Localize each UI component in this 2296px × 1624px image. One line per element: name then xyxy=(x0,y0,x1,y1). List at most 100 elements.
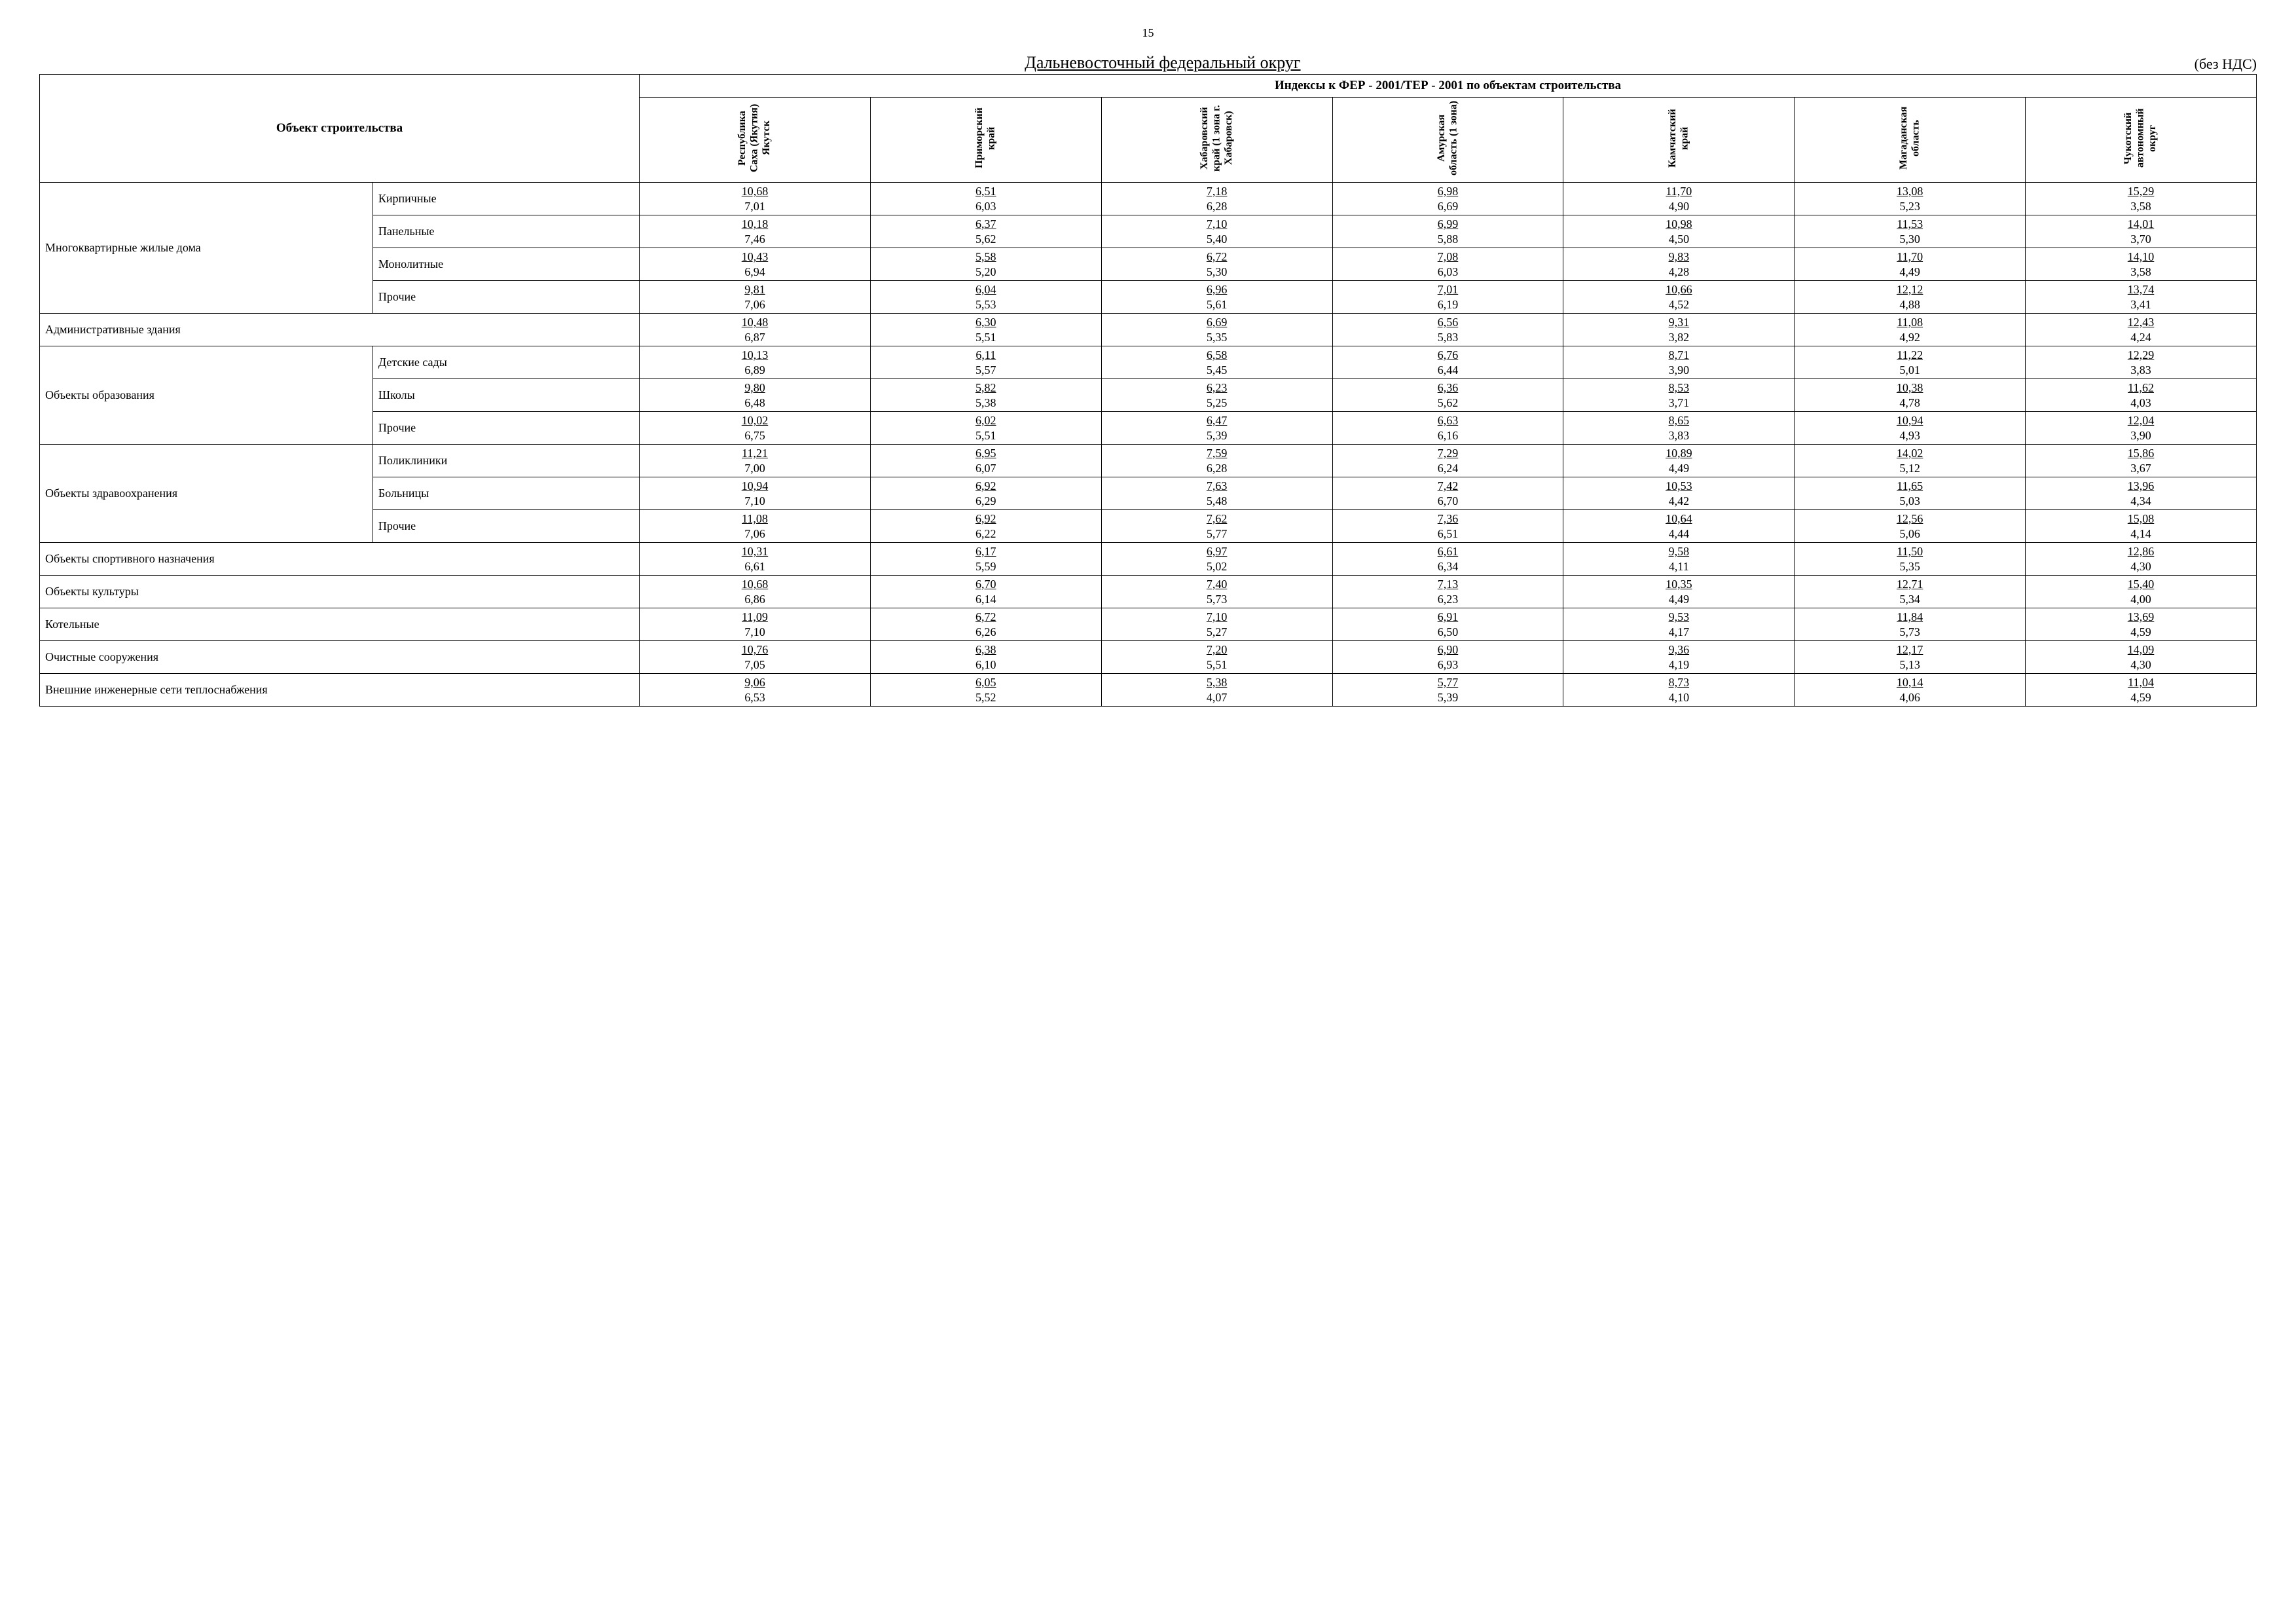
value-cell: 9,364,19 xyxy=(1563,641,1795,674)
value-cell: 10,316,61 xyxy=(640,543,871,576)
value-cell: 6,706,14 xyxy=(870,576,1101,608)
table-body: Многоквартирные жилые домаКирпичные10,68… xyxy=(40,183,2257,707)
subcategory-cell: Прочие xyxy=(373,281,639,314)
value-cell: 8,713,90 xyxy=(1563,346,1795,379)
table-row: Внешние инженерные сети теплоснабжения9,… xyxy=(40,674,2257,707)
value-cell: 11,535,30 xyxy=(1795,215,2026,248)
col-region-2: Хабаровский край (1 зона г. Хабаровск) xyxy=(1101,98,1332,183)
value-cell: 15,084,14 xyxy=(2026,510,2257,543)
table-row: Объекты здравоохраненияПоликлиники11,217… xyxy=(40,445,2257,477)
value-cell: 8,653,83 xyxy=(1563,412,1795,445)
page-title: Дальневосточный федеральный округ xyxy=(39,53,2195,73)
category-cell: Объекты спортивного назначения xyxy=(40,543,640,576)
subcategory-cell: Кирпичные xyxy=(373,183,639,215)
category-cell: Объекты культуры xyxy=(40,576,640,608)
value-cell: 10,894,49 xyxy=(1563,445,1795,477)
value-cell: 7,105,40 xyxy=(1101,215,1332,248)
value-cell: 10,187,46 xyxy=(640,215,871,248)
value-cell: 7,625,77 xyxy=(1101,510,1332,543)
value-cell: 9,534,17 xyxy=(1563,608,1795,641)
value-cell: 6,616,34 xyxy=(1332,543,1563,576)
value-cell: 10,644,44 xyxy=(1563,510,1795,543)
category-cell: Многоквартирные жилые дома xyxy=(40,183,373,314)
value-cell: 11,084,92 xyxy=(1795,314,2026,346)
value-cell: 7,105,27 xyxy=(1101,608,1332,641)
category-cell: Котельные xyxy=(40,608,640,641)
value-cell: 10,486,87 xyxy=(640,314,871,346)
table-head: Объект строительства Индексы к ФЕР - 200… xyxy=(40,75,2257,183)
value-cell: 5,585,20 xyxy=(870,248,1101,281)
value-cell: 9,806,48 xyxy=(640,379,871,412)
value-cell: 11,225,01 xyxy=(1795,346,2026,379)
category-cell: Внешние инженерные сети теплоснабжения xyxy=(40,674,640,707)
value-cell: 5,775,39 xyxy=(1332,674,1563,707)
value-cell: 7,186,28 xyxy=(1101,183,1332,215)
value-cell: 10,947,10 xyxy=(640,477,871,510)
category-cell: Очистные сооружения xyxy=(40,641,640,674)
value-cell: 11,655,03 xyxy=(1795,477,2026,510)
value-cell: 6,695,35 xyxy=(1101,314,1332,346)
value-cell: 6,965,61 xyxy=(1101,281,1332,314)
value-cell: 14,013,70 xyxy=(2026,215,2257,248)
value-cell: 9,584,11 xyxy=(1563,543,1795,576)
value-cell: 9,817,06 xyxy=(640,281,871,314)
category-cell: Административные здания xyxy=(40,314,640,346)
value-cell: 10,686,86 xyxy=(640,576,871,608)
value-cell: 10,534,42 xyxy=(1563,477,1795,510)
value-cell: 11,087,06 xyxy=(640,510,871,543)
value-cell: 7,136,23 xyxy=(1332,576,1563,608)
col-region-1: Приморский край xyxy=(870,98,1101,183)
value-cell: 7,426,70 xyxy=(1332,477,1563,510)
value-cell: 10,136,89 xyxy=(640,346,871,379)
table-row: Очистные сооружения10,767,056,386,107,20… xyxy=(40,641,2257,674)
subcategory-cell: Больницы xyxy=(373,477,639,510)
value-cell: 12,124,88 xyxy=(1795,281,2026,314)
value-cell: 6,725,30 xyxy=(1101,248,1332,281)
value-cell: 6,906,93 xyxy=(1332,641,1563,674)
value-cell: 6,375,62 xyxy=(870,215,1101,248)
title-row: Дальневосточный федеральный округ (без Н… xyxy=(39,53,2257,73)
value-cell: 13,964,34 xyxy=(2026,477,2257,510)
value-cell: 6,115,57 xyxy=(870,346,1101,379)
vat-note: (без НДС) xyxy=(2195,56,2257,73)
value-cell: 14,094,30 xyxy=(2026,641,2257,674)
value-cell: 7,086,03 xyxy=(1332,248,1563,281)
value-cell: 14,025,12 xyxy=(1795,445,2026,477)
value-cell: 10,664,52 xyxy=(1563,281,1795,314)
col-region-6: Чукотский автономный округ xyxy=(2026,98,2257,183)
subcategory-cell: Детские сады xyxy=(373,346,639,379)
value-cell: 6,025,51 xyxy=(870,412,1101,445)
value-cell: 6,565,83 xyxy=(1332,314,1563,346)
value-cell: 10,944,93 xyxy=(1795,412,2026,445)
value-cell: 10,354,49 xyxy=(1563,576,1795,608)
value-cell: 11,217,00 xyxy=(640,445,871,477)
col-super: Индексы к ФЕР - 2001/ТЕР - 2001 по объек… xyxy=(640,75,2257,98)
value-cell: 10,436,94 xyxy=(640,248,871,281)
value-cell: 15,404,00 xyxy=(2026,576,2257,608)
value-cell: 13,743,41 xyxy=(2026,281,2257,314)
value-cell: 5,825,38 xyxy=(870,379,1101,412)
value-cell: 9,313,82 xyxy=(1563,314,1795,346)
value-cell: 10,144,06 xyxy=(1795,674,2026,707)
value-cell: 8,734,10 xyxy=(1563,674,1795,707)
value-cell: 15,863,67 xyxy=(2026,445,2257,477)
category-cell: Объекты здравоохранения xyxy=(40,445,373,543)
value-cell: 11,097,10 xyxy=(640,608,871,641)
value-cell: 10,687,01 xyxy=(640,183,871,215)
table-row: Административные здания10,486,876,305,51… xyxy=(40,314,2257,346)
value-cell: 12,043,90 xyxy=(2026,412,2257,445)
value-cell: 13,694,59 xyxy=(2026,608,2257,641)
value-cell: 6,235,25 xyxy=(1101,379,1332,412)
value-cell: 11,505,35 xyxy=(1795,543,2026,576)
value-cell: 7,016,19 xyxy=(1332,281,1563,314)
value-cell: 6,766,44 xyxy=(1332,346,1563,379)
value-cell: 6,516,03 xyxy=(870,183,1101,215)
value-cell: 6,175,59 xyxy=(870,543,1101,576)
value-cell: 7,366,51 xyxy=(1332,510,1563,543)
value-cell: 13,085,23 xyxy=(1795,183,2026,215)
value-cell: 12,175,13 xyxy=(1795,641,2026,674)
value-cell: 12,293,83 xyxy=(2026,346,2257,379)
value-cell: 12,434,24 xyxy=(2026,314,2257,346)
table-row: Котельные11,097,106,726,267,105,276,916,… xyxy=(40,608,2257,641)
value-cell: 7,596,28 xyxy=(1101,445,1332,477)
